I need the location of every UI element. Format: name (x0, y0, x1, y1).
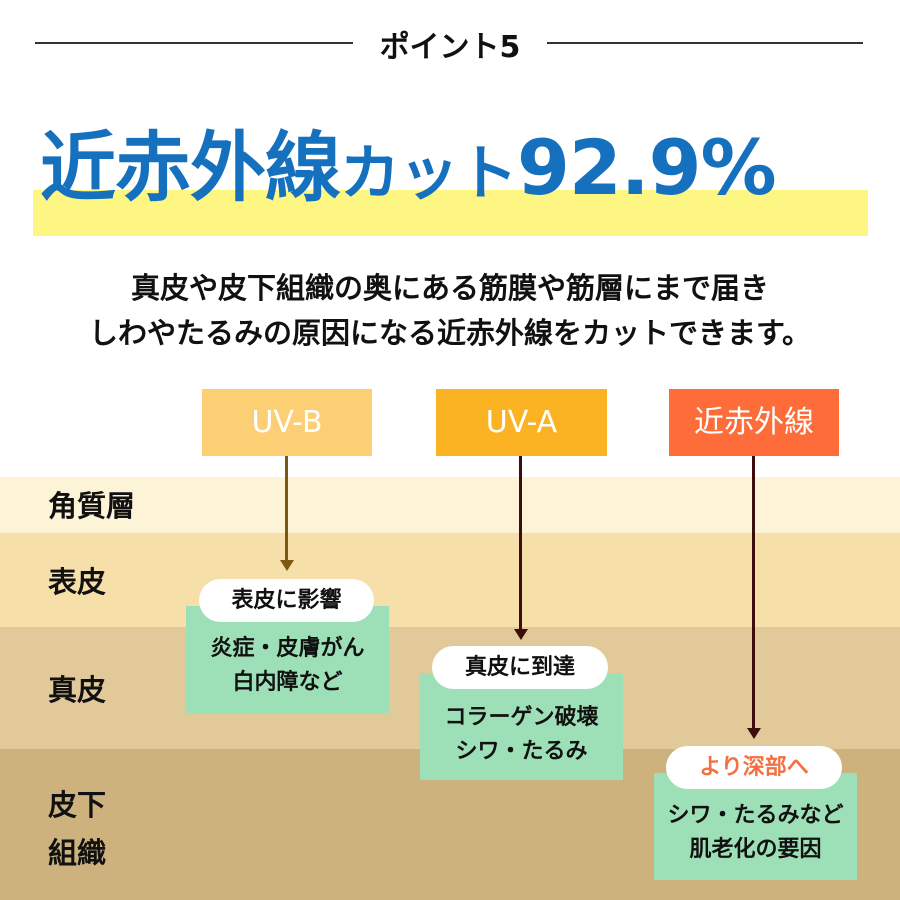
ray-uvb: UV-B (202, 389, 372, 456)
point-label: ポイント5 (379, 30, 521, 65)
headline-value: 92.9% (517, 123, 777, 212)
nir-effect-line-2: 肌老化の要因 (689, 837, 822, 862)
uvb-effect-line-2: 白内障など (232, 670, 343, 695)
uva-arrow-head-icon (514, 629, 528, 640)
headline-cut: カット (340, 139, 518, 209)
uva-effect-line-1: コラーゲン破壊 (444, 705, 599, 730)
headline-main: 近赤外線 (40, 123, 341, 212)
headline: 近赤外線カット92.9% (40, 106, 870, 216)
uva-effect-box: コラーゲン破壊 シワ・たるみ (420, 673, 623, 780)
uvb-reach-pill: 表皮に影響 (199, 579, 374, 622)
description-line-2: しわやたるみの原因になる近赤外線をカットできます。 (88, 316, 812, 350)
nir-reach-pill: より深部へ (666, 746, 842, 789)
uva-arrow-line (519, 456, 522, 630)
layer-stratum-corneum: 角質層 (0, 477, 900, 533)
header-rule-right (547, 42, 863, 44)
uva-effect-line-2: シワ・たるみ (455, 739, 588, 764)
uvb-effect-box: 炎症・皮膚がん 白内障など (186, 606, 389, 713)
nir-effect-box: シワ・たるみなど 肌老化の要因 (654, 773, 857, 880)
layer-label-subcutaneous-1: 皮下 (48, 788, 107, 822)
ray-near-infrared: 近赤外線 (669, 389, 839, 456)
nir-arrow-head-icon (747, 728, 761, 739)
nir-effect-line-1: シワ・たるみなど (667, 803, 844, 828)
ray-uva: UV-A (436, 389, 607, 456)
layer-label-stratum-corneum: 角質層 (48, 489, 136, 523)
description-line-1: 真皮や皮下組織の奥にある筋膜や筋層にまで届き (130, 271, 769, 305)
layer-label-dermis: 真皮 (48, 673, 107, 707)
layer-epidermis: 表皮 (0, 533, 900, 627)
headline-highlight (33, 190, 868, 236)
uvb-arrow-head-icon (280, 560, 294, 571)
uva-reach-pill: 真皮に到達 (432, 646, 608, 689)
layer-label-epidermis: 表皮 (48, 565, 107, 599)
nir-arrow-line (752, 456, 755, 729)
uvb-effect-line-1: 炎症・皮膚がん (210, 636, 365, 661)
header-rule-left (35, 42, 353, 44)
uvb-arrow-line (285, 456, 288, 560)
layer-label-subcutaneous-2: 組織 (48, 836, 107, 870)
